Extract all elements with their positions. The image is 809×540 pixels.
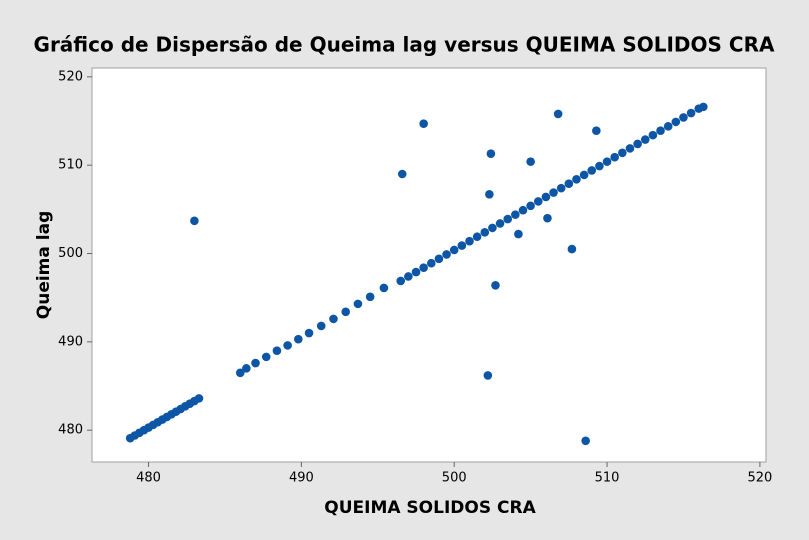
point — [581, 436, 590, 446]
point — [486, 149, 496, 158]
point — [511, 210, 520, 219]
point — [485, 190, 494, 199]
point — [610, 152, 619, 162]
point — [602, 157, 612, 166]
point — [397, 169, 407, 179]
point — [426, 258, 436, 268]
point — [618, 148, 627, 158]
point — [272, 346, 282, 355]
point — [671, 117, 681, 127]
point — [411, 267, 421, 277]
point — [480, 228, 490, 237]
point — [404, 272, 413, 281]
point — [329, 314, 338, 324]
y-tick-label: 500 — [58, 246, 83, 261]
point — [442, 250, 451, 259]
point — [579, 170, 589, 180]
point — [457, 241, 467, 250]
point — [592, 126, 601, 136]
point — [553, 109, 563, 119]
point — [242, 364, 251, 373]
point — [567, 244, 577, 254]
point — [434, 254, 444, 264]
point — [633, 139, 642, 149]
point — [419, 263, 428, 272]
point — [518, 205, 528, 215]
point — [491, 281, 500, 290]
point — [514, 229, 523, 239]
point — [686, 108, 696, 118]
point — [294, 334, 303, 344]
point — [541, 192, 551, 202]
y-tick-label: 480 — [58, 423, 83, 438]
point — [365, 292, 375, 302]
point — [549, 188, 558, 197]
point — [341, 307, 351, 317]
y-tick-label: 520 — [58, 69, 83, 84]
chart-title: Gráfico de Dispersão de Queima lag versu… — [34, 33, 775, 57]
x-tick-label: 500 — [442, 471, 467, 486]
point — [235, 368, 245, 378]
x-tick-label: 510 — [595, 471, 620, 486]
point — [699, 102, 708, 112]
y-axis-label: Queima lag — [34, 211, 54, 319]
x-tick-label: 520 — [747, 471, 772, 486]
point — [526, 157, 535, 166]
point — [379, 283, 389, 293]
point — [472, 232, 482, 242]
point — [595, 161, 604, 171]
point — [483, 371, 493, 380]
point — [316, 321, 326, 331]
point — [353, 299, 363, 309]
point — [449, 245, 459, 255]
point — [194, 394, 204, 403]
point — [495, 219, 505, 228]
point — [283, 341, 292, 350]
point — [556, 183, 566, 193]
point — [304, 328, 314, 338]
point — [465, 236, 474, 246]
x-axis-label: QUEIMA SOLIDOS CRA — [324, 498, 536, 518]
point — [488, 223, 497, 233]
point — [640, 135, 650, 144]
point — [419, 119, 428, 128]
point — [533, 197, 543, 206]
point — [543, 213, 552, 223]
point — [587, 166, 597, 175]
point — [396, 276, 406, 286]
point — [503, 214, 513, 224]
point — [251, 358, 260, 368]
point — [261, 352, 271, 362]
y-tick-label: 510 — [58, 158, 83, 173]
point — [656, 126, 665, 136]
point — [564, 179, 574, 189]
point — [572, 175, 581, 184]
point — [625, 144, 635, 153]
point — [679, 113, 688, 122]
point — [190, 216, 199, 226]
x-tick-label: 490 — [289, 471, 314, 486]
x-tick-label: 480 — [136, 471, 161, 486]
point — [663, 122, 673, 131]
point — [526, 201, 535, 211]
y-tick-label: 490 — [58, 334, 83, 349]
point — [648, 130, 658, 140]
